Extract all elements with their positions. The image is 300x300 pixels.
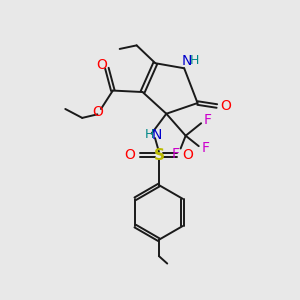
Text: O: O — [92, 105, 104, 119]
Text: N: N — [182, 54, 192, 68]
Text: H: H — [190, 54, 200, 67]
Text: O: O — [183, 148, 194, 162]
Text: O: O — [124, 148, 135, 162]
Text: F: F — [204, 113, 212, 127]
Text: F: F — [172, 147, 180, 160]
Text: O: O — [220, 99, 231, 113]
Text: H: H — [144, 128, 154, 141]
Text: F: F — [202, 141, 210, 154]
Text: S: S — [153, 148, 164, 163]
Text: O: O — [97, 58, 108, 72]
Text: N: N — [152, 128, 162, 142]
